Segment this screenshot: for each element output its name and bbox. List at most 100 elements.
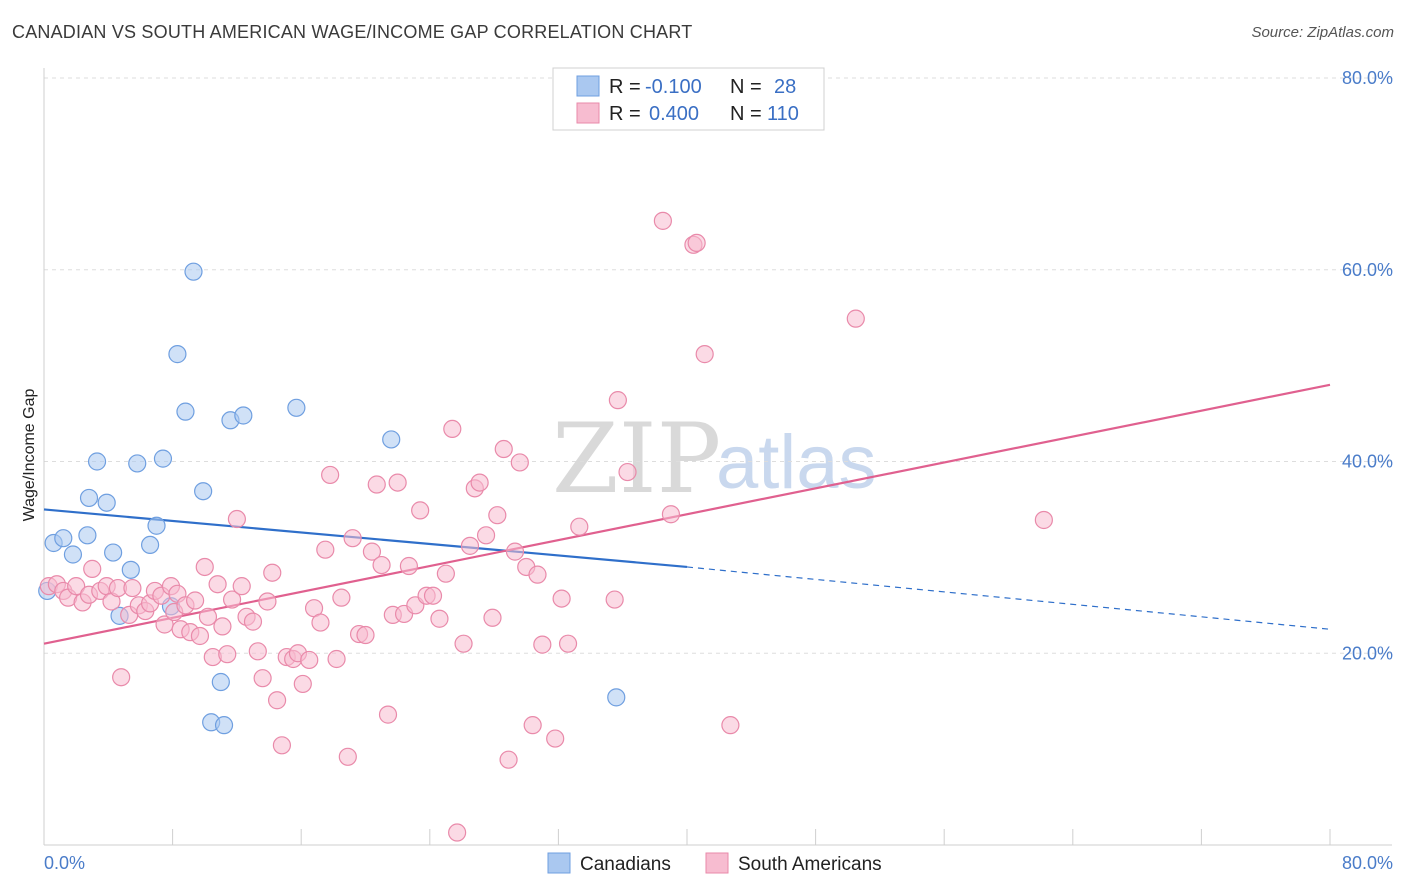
point-south-americans-92 — [546, 729, 565, 748]
point-south-americans-104 — [721, 716, 740, 735]
point-south-americans-50 — [300, 650, 319, 670]
point-south-americans-105 — [846, 309, 865, 328]
point-south-americans-27 — [186, 591, 205, 610]
point-south-americans-42 — [258, 592, 277, 611]
point-south-americans-100 — [661, 505, 681, 524]
point-south-americans-41 — [253, 669, 272, 688]
legend-r-value-canadians: -0.100 — [645, 76, 702, 98]
point-canadians-13 — [147, 516, 166, 535]
point-canadians-11 — [128, 454, 147, 473]
point-south-americans-52 — [311, 613, 330, 632]
point-canadians-3 — [63, 545, 83, 564]
point-canadians-12 — [140, 535, 160, 555]
x-tick-label-1: 80.0% — [1342, 853, 1393, 873]
point-south-americans-39 — [243, 612, 263, 631]
point-canadians-14 — [153, 449, 173, 468]
trendline-canadians — [43, 508, 688, 569]
point-south-americans-106 — [1034, 510, 1053, 530]
point-south-americans-78 — [460, 536, 480, 555]
y-tick-label-2: 60.0% — [1342, 260, 1393, 280]
point-canadians-24 — [234, 406, 253, 425]
point-south-americans-37 — [232, 577, 251, 596]
point-canadians-7 — [97, 493, 116, 512]
point-south-americans-57 — [338, 747, 357, 766]
point-south-americans-56 — [332, 588, 351, 607]
y-tick-label-1: 40.0% — [1342, 452, 1393, 472]
point-south-americans-64 — [378, 705, 398, 724]
point-canadians-25 — [287, 398, 306, 417]
point-south-americans-66 — [388, 473, 407, 492]
point-south-americans-89 — [523, 716, 542, 735]
grid — [44, 77, 1392, 654]
point-south-americans-87 — [510, 453, 529, 472]
point-south-americans-53 — [316, 540, 335, 559]
point-south-americans-74 — [436, 564, 455, 583]
point-south-americans-73 — [430, 609, 449, 628]
point-south-americans-58 — [343, 529, 362, 548]
legend-bottom-swatch-south-americans — [705, 852, 729, 874]
point-south-americans-70 — [411, 501, 430, 520]
legend-n-label-south-americans: N = — [730, 103, 762, 125]
point-south-americans-102 — [687, 233, 706, 253]
legend-bottom-swatch-canadians — [547, 852, 571, 874]
y-tick-label-3: 80.0% — [1342, 68, 1393, 88]
legend-bottom: Canadians South Americans — [547, 852, 882, 875]
source-note: Source: ZipAtlas.com — [1251, 24, 1394, 41]
point-south-americans-34 — [218, 645, 237, 664]
point-canadians-6 — [87, 452, 107, 471]
point-south-americans-90 — [528, 565, 547, 584]
watermark-atlas: atlas — [716, 420, 877, 505]
point-canadians-26 — [382, 430, 401, 449]
legend-n-value-south-americans: 110 — [767, 103, 799, 125]
point-canadians-21 — [211, 672, 230, 692]
point-south-americans-35 — [222, 590, 242, 609]
point-canadians-5 — [79, 488, 99, 508]
point-canadians-22 — [214, 716, 234, 735]
legend-r-value-south-americans: 0.400 — [649, 103, 699, 125]
point-south-americans-36 — [227, 509, 246, 529]
point-canadians-27 — [607, 688, 626, 707]
point-south-americans-86 — [505, 542, 525, 561]
legend-swatch-south-americans — [576, 102, 600, 124]
point-south-americans-14 — [123, 578, 142, 598]
point-south-americans-97 — [608, 391, 627, 410]
point-south-americans-80 — [470, 473, 489, 492]
point-south-americans-45 — [272, 736, 292, 755]
point-south-americans-28 — [190, 626, 210, 646]
y-axis-title: Wage/Income Gap — [21, 389, 38, 522]
point-south-americans-62 — [367, 475, 386, 494]
tick-labels: 20.0% 40.0% 60.0% 80.0% 0.0% 80.0% — [44, 68, 1393, 873]
point-south-americans-63 — [372, 555, 391, 575]
point-south-americans-33 — [213, 617, 232, 636]
point-canadians-19 — [194, 482, 213, 501]
legend-top: R = -0.100 N = 28 R = 0.400 N = 110 — [552, 67, 825, 131]
legend-r-label-canadians: R = — [609, 76, 641, 98]
legend-n-label-canadians: N = — [730, 76, 762, 98]
point-south-americans-12 — [112, 668, 131, 687]
point-south-americans-85 — [499, 750, 518, 769]
trendline-canadians-extension — [686, 566, 1331, 630]
point-south-americans-81 — [476, 526, 496, 545]
point-south-americans-91 — [533, 635, 552, 654]
point-south-americans-4 — [67, 577, 86, 596]
page-title: CANADIAN VS SOUTH AMERICAN WAGE/INCOME G… — [12, 22, 693, 42]
data-points — [38, 211, 1053, 842]
point-south-americans-44 — [267, 691, 287, 710]
y-tick-label-0: 20.0% — [1342, 643, 1393, 663]
point-south-americans-103 — [695, 345, 714, 364]
point-south-americans-61 — [362, 542, 382, 561]
point-canadians-8 — [104, 543, 123, 562]
point-south-americans-29 — [195, 557, 214, 577]
point-south-americans-94 — [558, 634, 578, 653]
point-south-americans-84 — [494, 439, 513, 459]
point-south-americans-77 — [454, 634, 473, 653]
watermark-zip: ZIP — [552, 403, 721, 515]
trendline-south-americans — [43, 383, 1331, 645]
point-south-americans-32 — [208, 575, 227, 594]
point-south-americans-93 — [552, 589, 571, 608]
legend-n-value-canadians: 28 — [774, 76, 796, 98]
legend-swatch-canadians — [576, 75, 600, 97]
point-canadians-17 — [176, 402, 195, 421]
point-south-americans-54 — [321, 465, 340, 485]
